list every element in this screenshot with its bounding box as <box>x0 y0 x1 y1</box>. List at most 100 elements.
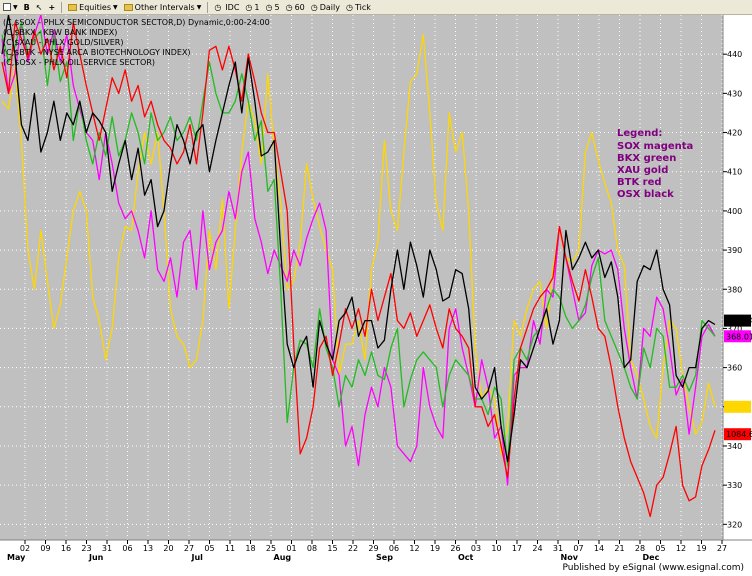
y-tick-label: 390 <box>727 246 742 255</box>
y-tick-label: 400 <box>727 207 742 216</box>
published-by-text: Published by eSignal (www.esignal.com) <box>562 563 744 573</box>
last-value-tag-sox <box>724 330 751 343</box>
toolbar-separator <box>61 1 63 13</box>
legend-item-bkx: BKX green <box>617 153 676 164</box>
symbol-line-btk: (C,$BTK - NYSE ARCA BIOTECHNOLOGY INDEX) <box>3 48 191 57</box>
month-label: Sep <box>376 553 393 562</box>
x-tick-label: 06 <box>122 544 132 553</box>
price-chart[interactable]: (C,$SOX - PHLX SEMICONDUCTOR SECTOR,D) D… <box>0 15 752 562</box>
toolbar-separator <box>207 1 209 13</box>
y-tick-label: 340 <box>727 442 742 451</box>
legend-item-sox: SOX magenta <box>617 141 693 152</box>
x-tick-label: 02 <box>20 544 30 553</box>
x-tick-label: 06 <box>389 544 399 553</box>
series-line-btk <box>1 22 716 518</box>
equities-menu[interactable]: Equities ▼ <box>68 3 118 12</box>
x-tick-label: 27 <box>184 544 194 553</box>
last-value-tag-btk <box>724 428 751 441</box>
clock-icon: ◷ <box>214 2 222 12</box>
toolbar: ▼ B ↖ + Equities ▼ Other Intervals ▼ ◷ IDC … <box>0 0 752 15</box>
series-line-osx <box>1 15 716 463</box>
other-intervals-label: Other Intervals <box>134 2 195 12</box>
x-tick-label: 23 <box>81 544 91 553</box>
month-label: Nov <box>561 553 579 562</box>
symbol-line-sox: (C,$SOX - PHLX SEMICONDUCTOR SECTOR,D) D… <box>3 18 270 27</box>
folder-icon <box>68 3 78 11</box>
x-tick-label: 14 <box>594 544 604 553</box>
legend-item-osx: OSX black <box>617 189 674 200</box>
clock-icon: ◷ <box>285 2 293 12</box>
interval-daily-button[interactable]: ◷ Daily <box>310 2 340 12</box>
x-tick-label: 16 <box>61 544 71 553</box>
x-tick-label: 10 <box>491 544 501 553</box>
series-line-xau <box>1 33 716 455</box>
symbol-line-osx: (C,$OSX - PHLX OIL SERVICE SECTOR) <box>3 58 155 67</box>
legend-item-xau: XAU gold <box>617 165 668 176</box>
bold-icon[interactable]: B <box>23 2 30 12</box>
y-tick-label: 320 <box>727 520 742 529</box>
x-tick-label: 19 <box>696 544 706 553</box>
x-tick-label: 17 <box>512 544 522 553</box>
month-label: Jul <box>191 553 204 562</box>
plot-area <box>0 15 723 540</box>
legend-title: Legend: <box>617 128 662 139</box>
clock-icon: ◷ <box>345 2 353 12</box>
y-tick-label: 330 <box>727 481 742 490</box>
x-tick-label: 11 <box>225 544 235 553</box>
x-tick-label: 31 <box>553 544 563 553</box>
last-value-tag-osx <box>724 314 751 327</box>
interval-tick-button[interactable]: ◷ Tick <box>345 2 371 12</box>
x-tick-label: 26 <box>450 544 460 553</box>
series-line-bkx <box>1 22 716 467</box>
y-tick-label: 380 <box>727 285 742 294</box>
x-tick-label: 08 <box>307 544 317 553</box>
clock-icon: ◷ <box>245 2 253 12</box>
interval-1-button[interactable]: ◷ 1 <box>245 2 260 12</box>
y-tick-label: 410 <box>727 168 742 177</box>
month-label: Jun <box>88 553 104 562</box>
x-tick-label: 09 <box>40 544 50 553</box>
x-tick-label: 19 <box>430 544 440 553</box>
series-group <box>1 15 716 518</box>
y-tick-label: 360 <box>727 364 742 373</box>
x-tick-label: 12 <box>676 544 686 553</box>
cursor-icon[interactable]: ↖ <box>35 2 43 12</box>
x-tick-label: 01 <box>286 544 296 553</box>
y-tick-label: 430 <box>727 89 742 98</box>
y-tick-label: 440 <box>727 50 742 59</box>
x-tick-label: 15 <box>327 544 337 553</box>
x-axis: 02 09 16 23 31 06 13 20 27 05 11 18 25 01 08 15 22 29 06 12… <box>7 540 727 562</box>
interval-60-button[interactable]: ◷ 60 <box>285 2 305 12</box>
symbol-line-xau: (C,$XAU - PHLX GOLD/SILVER) <box>3 38 123 47</box>
other-intervals-menu[interactable]: Other Intervals ▼ <box>123 2 201 12</box>
x-tick-label: 25 <box>266 544 276 553</box>
add-icon[interactable]: + <box>48 2 56 12</box>
y-tick-label: 420 <box>727 129 742 138</box>
symbol-header: (C,$SOX - PHLX SEMICONDUCTOR SECTOR,D) D… <box>3 18 270 67</box>
grid-layout-icon[interactable]: ▼ <box>3 3 18 11</box>
x-tick-label: 27 <box>717 544 727 553</box>
last-value-label: 219.54 <box>726 317 752 326</box>
interval-idc-button[interactable]: ◷ IDC <box>214 2 240 12</box>
month-label: Oct <box>458 553 474 562</box>
x-tick-label: 28 <box>635 544 645 553</box>
symbol-line-bkx: (C,$BKX - KBW BANK INDEX) <box>3 28 117 37</box>
equities-label: Equities <box>79 2 112 12</box>
x-tick-label: 22 <box>348 544 358 553</box>
footer: Published by eSignal (www.esignal.com) <box>0 562 752 576</box>
y-tick-label: 370 <box>727 324 742 333</box>
x-tick-label: 21 <box>614 544 624 553</box>
clock-icon: ◷ <box>265 2 273 12</box>
month-label: May <box>7 553 26 562</box>
x-tick-label: 18 <box>245 544 255 553</box>
legend-item-btk: BTK red <box>617 177 662 188</box>
month-label: Dec <box>643 553 660 562</box>
x-tick-label: 24 <box>532 544 542 553</box>
x-tick-label: 05 <box>204 544 214 553</box>
last-value-tag-xau <box>724 400 751 413</box>
last-value-tags: 219.54 368.01 1084.6 <box>724 314 752 441</box>
legend: Legend: SOX magenta BKX green XAU gold B… <box>617 128 693 200</box>
series-line-sox <box>1 15 716 486</box>
last-value-label: 1084.6 <box>726 430 752 439</box>
interval-5-button[interactable]: ◷ 5 <box>265 2 280 12</box>
